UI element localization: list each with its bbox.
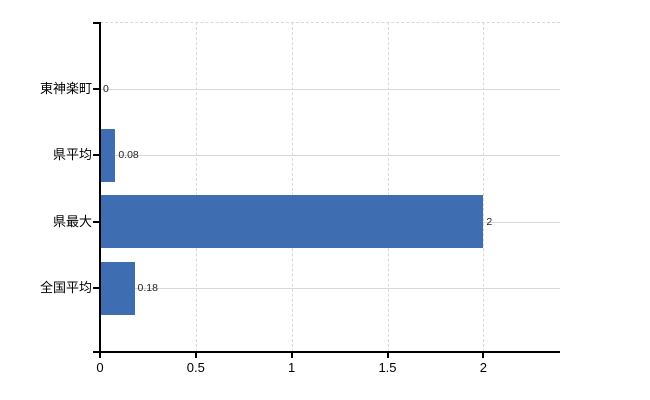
y-axis-tick bbox=[93, 287, 100, 289]
bar-2 bbox=[100, 195, 484, 248]
plot-top-border bbox=[100, 22, 560, 23]
gridline-horizontal bbox=[100, 155, 560, 156]
gridline-horizontal bbox=[100, 288, 560, 289]
bar-1 bbox=[100, 128, 116, 182]
gridline-vertical bbox=[483, 22, 485, 352]
value-label-3: 0.18 bbox=[137, 282, 158, 294]
x-axis-tick-label-3: 1.5 bbox=[378, 360, 397, 375]
x-axis-tick-label-1: 0.5 bbox=[186, 360, 205, 375]
x-axis-tick-label-0: 0 bbox=[96, 360, 104, 375]
bar-3 bbox=[100, 261, 135, 315]
y-axis-tick bbox=[93, 154, 100, 156]
x-axis-tick bbox=[99, 352, 101, 358]
gridline-horizontal bbox=[100, 88, 560, 90]
x-axis-tick bbox=[386, 352, 389, 358]
y-axis-tick-top bbox=[93, 22, 100, 24]
gridline-vertical bbox=[387, 22, 389, 352]
value-label-1: 0.08 bbox=[118, 149, 139, 161]
category-label-0: 東神楽町 bbox=[39, 80, 92, 96]
y-axis-tick bbox=[93, 87, 100, 90]
category-label-2: 県最大 bbox=[52, 213, 92, 229]
gridline-vertical bbox=[195, 22, 197, 352]
x-axis-tick bbox=[482, 352, 485, 358]
x-axis-tick-label-4: 2 bbox=[479, 360, 487, 375]
category-label-1: 県平均 bbox=[52, 147, 92, 162]
category-label-3: 全国平均 bbox=[39, 280, 92, 295]
x-axis-tick-label-2: 1 bbox=[288, 360, 296, 375]
y-axis-line bbox=[99, 22, 101, 353]
y-axis-tick bbox=[93, 220, 100, 223]
value-label-0: 0 bbox=[103, 82, 109, 95]
x-axis-line bbox=[93, 351, 560, 353]
value-label-2: 2 bbox=[486, 215, 493, 228]
gridline-vertical bbox=[291, 22, 293, 352]
x-axis-tick bbox=[290, 352, 293, 358]
x-axis-tick bbox=[194, 352, 197, 358]
